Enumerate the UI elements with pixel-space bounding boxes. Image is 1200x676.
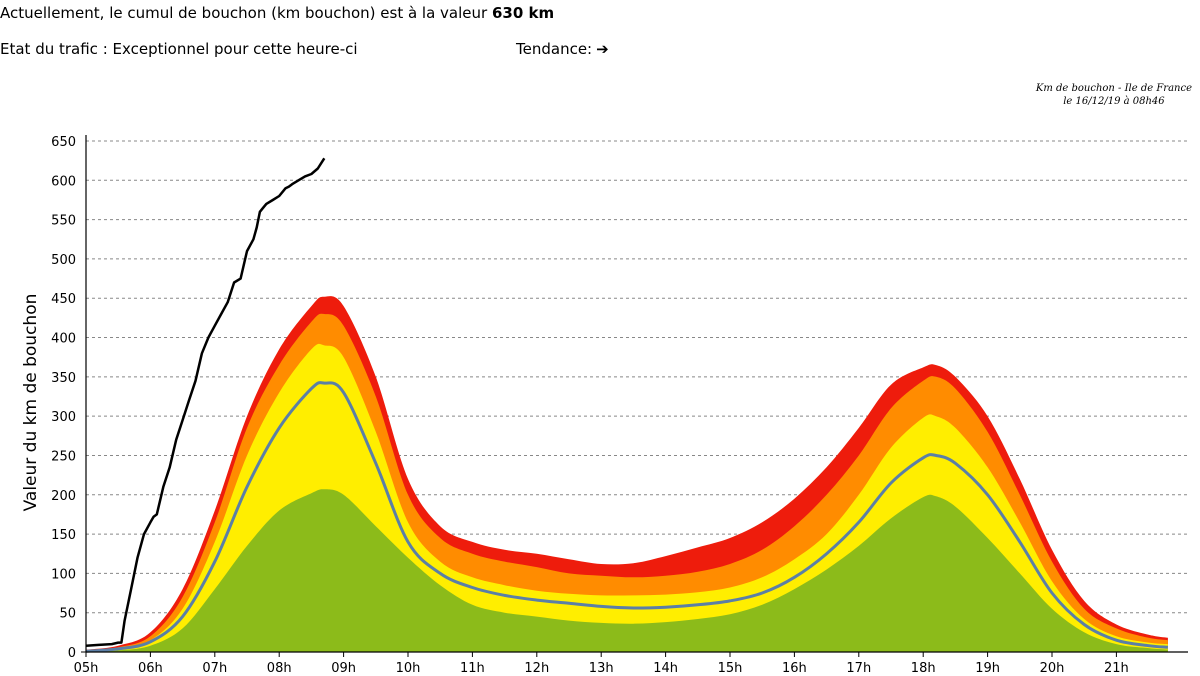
- y-tick-label: 250: [51, 449, 76, 464]
- x-tick-label: 06h: [138, 661, 163, 676]
- y-tick-label: 300: [51, 410, 76, 425]
- y-tick-label: 350: [51, 371, 76, 386]
- y-tick-label: 550: [51, 214, 76, 229]
- chart-title-line1: Km de bouchon - Ile de France: [1035, 83, 1192, 94]
- y-tick-label: 500: [51, 253, 76, 268]
- y-tick-label: 650: [51, 135, 76, 150]
- percentile-bands: [86, 296, 1168, 652]
- x-tick-label: 12h: [524, 661, 549, 676]
- chart-title: Km de bouchon - Ile de France le 16/12/1…: [1036, 82, 1192, 108]
- x-tick-label: 15h: [718, 661, 743, 676]
- cumulative-summary: Actuellement, le cumul de bouchon (km bo…: [0, 4, 554, 22]
- x-tick-label: 13h: [589, 661, 614, 676]
- trend-label: Tendance:: [516, 40, 593, 58]
- x-tick-label: 07h: [202, 661, 227, 676]
- y-tick-label: 450: [51, 292, 76, 307]
- x-tick-label: 19h: [975, 661, 1000, 676]
- trend-indicator: Tendance: ➔: [516, 40, 609, 58]
- y-axis-label: Valeur du km de bouchon: [21, 294, 41, 512]
- axes: 0 50 100 150 200 250 300 350 400 450 500 550 600 650 0…: [51, 135, 1188, 676]
- x-tick-label: 09h: [331, 661, 356, 676]
- chart-title-line2: le 16/12/19 à 08h46: [1063, 96, 1165, 107]
- y-tick-label: 50: [59, 607, 76, 622]
- current-traffic-line: [85, 157, 326, 647]
- traffic-state: Etat du trafic : Exceptionnel pour cette…: [0, 40, 358, 58]
- y-tick-label: 0: [68, 646, 76, 661]
- series-lines: [85, 157, 1169, 653]
- x-tick-label: 05h: [74, 661, 99, 676]
- summary-prefix: Actuellement, le cumul de bouchon (km bo…: [0, 4, 488, 22]
- right-arrow-icon: ➔: [596, 40, 609, 58]
- y-tick-label: 600: [51, 174, 76, 189]
- x-tick-label: 21h: [1104, 661, 1129, 676]
- x-tick-label: 20h: [1040, 661, 1065, 676]
- y-tick-label: 100: [51, 567, 76, 582]
- x-tick-label: 08h: [267, 661, 292, 676]
- x-tick-label: 17h: [846, 661, 871, 676]
- y-tick-label: 150: [51, 528, 76, 543]
- x-tick-label: 16h: [782, 661, 807, 676]
- x-tick-label: 18h: [911, 661, 936, 676]
- reference-median-line: [85, 381, 1169, 653]
- y-tick-label: 200: [51, 489, 76, 504]
- x-tick-label: 14h: [653, 661, 678, 676]
- summary-value: 630 km: [491, 4, 555, 22]
- x-tick-label: 10h: [396, 661, 421, 676]
- y-tick-label: 400: [51, 332, 76, 347]
- x-tick-label: 11h: [460, 661, 485, 676]
- band-area-3: [86, 489, 1168, 652]
